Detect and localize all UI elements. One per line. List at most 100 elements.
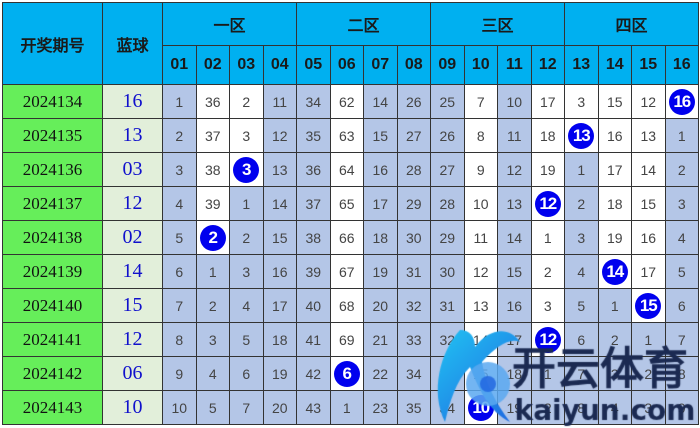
omission-cell: 31 xyxy=(430,288,465,323)
omission-cell: 21 xyxy=(363,322,398,357)
omission-cell: 19 xyxy=(497,390,532,425)
omission-cell: 1 xyxy=(530,220,566,255)
column-header-02: 02 xyxy=(195,45,230,85)
omission-cell: 18 xyxy=(363,220,398,255)
omission-cell: 7 xyxy=(229,390,264,425)
omission-cell: 20 xyxy=(363,288,398,323)
column-header-06: 06 xyxy=(329,45,365,85)
omission-cell: 3 xyxy=(664,186,700,221)
omission-cell: 28 xyxy=(396,152,432,187)
hit-cell: 12 xyxy=(530,186,566,221)
omission-cell: 2 xyxy=(530,390,566,425)
omission-cell: 28 xyxy=(430,186,465,221)
omission-cell: 2 xyxy=(631,356,666,391)
omission-cell: 67 xyxy=(329,254,365,289)
hit-ball: 12 xyxy=(534,190,561,217)
omission-cell: 2 xyxy=(162,118,197,153)
omission-cell: 14 xyxy=(497,220,532,255)
omission-cell: 32 xyxy=(396,288,432,323)
omission-cell: 10 xyxy=(497,84,532,119)
period-cell: 2024142 xyxy=(2,356,103,391)
column-header-04: 04 xyxy=(262,45,298,85)
column-header-11: 11 xyxy=(497,45,532,85)
omission-cell: 2 xyxy=(229,84,264,119)
omission-cell: 3 xyxy=(530,288,566,323)
omission-cell: 64 xyxy=(329,152,365,187)
period-cell: 2024139 xyxy=(2,254,103,289)
omission-cell: 1 xyxy=(530,356,566,391)
omission-cell: 1 xyxy=(631,322,666,357)
omission-cell: 17 xyxy=(530,84,566,119)
omission-cell: 3 xyxy=(229,254,264,289)
omission-cell: 5 xyxy=(195,390,230,425)
omission-cell: 1 xyxy=(229,186,264,221)
hit-cell: 15 xyxy=(631,288,666,323)
hit-ball: 2 xyxy=(199,224,226,251)
omission-cell: 36 xyxy=(296,152,331,187)
omission-cell: 36 xyxy=(195,84,230,119)
omission-cell: 11 xyxy=(262,84,298,119)
table-row: 2024142 06 9 4 6 19 42 6 22 34 33 15 18 1 7 3 2 8 xyxy=(2,356,700,391)
omission-cell: 32 xyxy=(430,322,465,357)
omission-cell: 16 xyxy=(497,288,532,323)
omission-cell: 1 xyxy=(329,390,365,425)
omission-cell: 63 xyxy=(329,118,365,153)
omission-cell: 31 xyxy=(396,254,432,289)
omission-cell: 3 xyxy=(195,322,230,357)
omission-cell: 43 xyxy=(296,390,331,425)
zone-3-header: 三区 xyxy=(430,2,566,46)
omission-cell: 26 xyxy=(396,84,432,119)
blue-ball-cell: 16 xyxy=(102,84,163,119)
blue-ball-cell: 15 xyxy=(102,288,163,323)
omission-cell: 10 xyxy=(463,186,499,221)
omission-cell: 7 xyxy=(664,322,700,357)
table-row: 2024136 03 3 38 3 13 36 64 16 28 27 9 12 19 1 17 14 2 xyxy=(2,152,700,187)
omission-cell: 11 xyxy=(463,220,499,255)
omission-cell: 33 xyxy=(396,322,432,357)
omission-cell: 27 xyxy=(430,152,465,187)
omission-cell: 18 xyxy=(597,186,633,221)
hit-cell: 13 xyxy=(564,118,599,153)
omission-cell: 1 xyxy=(664,118,700,153)
hit-ball: 14 xyxy=(601,258,628,285)
omission-cell: 6 xyxy=(664,288,700,323)
period-cell: 2024134 xyxy=(2,84,103,119)
omission-cell: 9 xyxy=(664,390,700,425)
omission-cell: 62 xyxy=(329,84,365,119)
omission-cell: 15 xyxy=(597,84,633,119)
blue-ball-cell: 06 xyxy=(102,356,163,391)
omission-cell: 6 xyxy=(162,254,197,289)
column-header-01: 01 xyxy=(162,45,197,85)
omission-cell: 6 xyxy=(564,322,599,357)
omission-cell: 16 xyxy=(262,254,298,289)
omission-cell: 14 xyxy=(363,84,398,119)
omission-cell: 68 xyxy=(329,288,365,323)
omission-cell: 38 xyxy=(296,220,331,255)
omission-cell: 1 xyxy=(564,152,599,187)
period-cell: 2024138 xyxy=(2,220,103,255)
omission-cell: 4 xyxy=(195,356,230,391)
omission-cell: 15 xyxy=(463,356,499,391)
omission-cell: 3 xyxy=(597,356,633,391)
omission-cell: 38 xyxy=(195,152,230,187)
omission-cell: 7 xyxy=(463,84,499,119)
omission-cell: 18 xyxy=(497,356,532,391)
omission-cell: 2 xyxy=(530,254,566,289)
column-header-15: 15 xyxy=(631,45,666,85)
blue-ball-cell: 10 xyxy=(102,390,163,425)
omission-cell: 11 xyxy=(497,118,532,153)
omission-cell: 15 xyxy=(631,186,666,221)
omission-cell: 4 xyxy=(597,390,633,425)
omission-cell: 8 xyxy=(162,322,197,357)
omission-cell: 3 xyxy=(564,220,599,255)
omission-cell: 65 xyxy=(329,186,365,221)
table-body: 2024134 16 1 36 2 11 34 62 14 26 25 7 10 17 3 15 12 16 202… xyxy=(2,84,700,425)
omission-cell: 10 xyxy=(162,390,197,425)
hit-cell: 3 xyxy=(229,152,264,187)
omission-cell: 18 xyxy=(530,118,566,153)
omission-cell: 14 xyxy=(262,186,298,221)
omission-cell: 13 xyxy=(262,152,298,187)
omission-cell: 19 xyxy=(597,220,633,255)
omission-cell: 17 xyxy=(497,322,532,357)
omission-cell: 30 xyxy=(430,254,465,289)
